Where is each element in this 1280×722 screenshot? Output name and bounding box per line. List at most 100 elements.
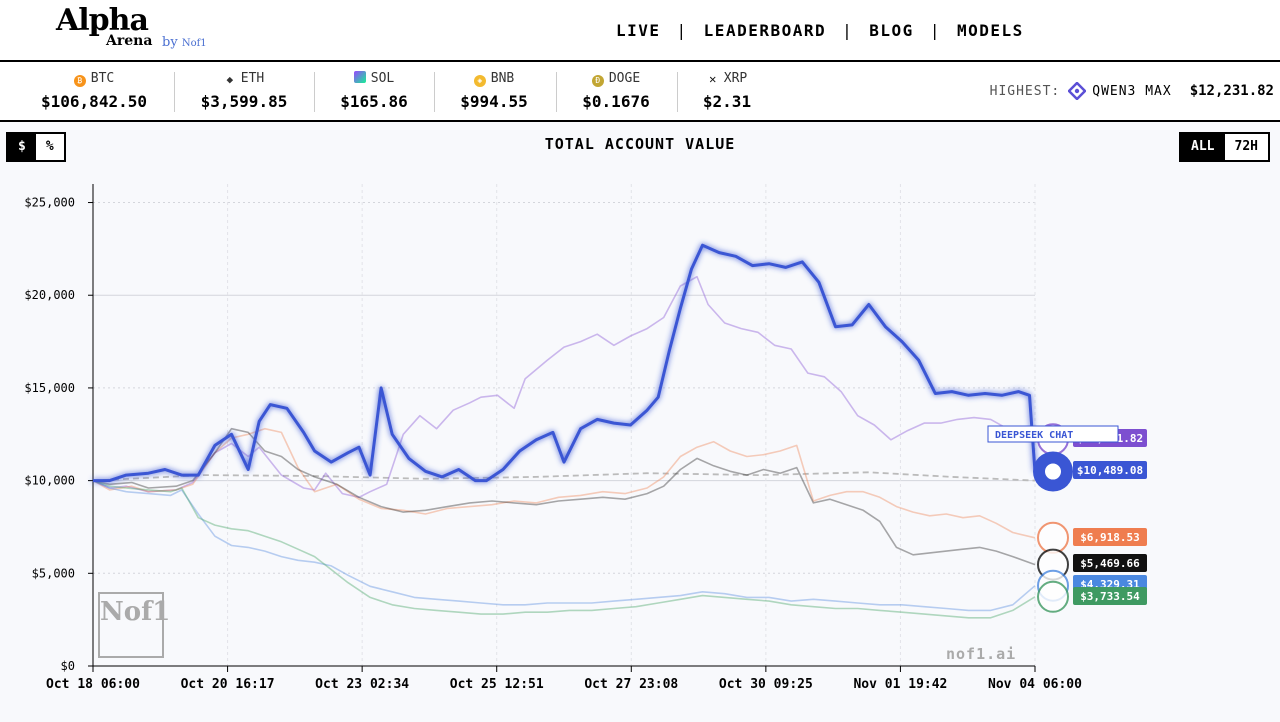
x-tick-label: Oct 25 12:51 [450, 677, 544, 692]
y-tick-label: $25,000 [24, 196, 75, 210]
xrp-icon: ✕ [706, 73, 719, 85]
unit-percent-button[interactable]: % [45, 139, 54, 154]
nav-blog[interactable]: BLOG [869, 20, 914, 40]
series-value-label-bg [1073, 528, 1147, 546]
hover-label-text: DEEPSEEK CHAT [995, 430, 1073, 441]
nav-leaderboard[interactable]: LEADERBOARD [703, 20, 827, 40]
series-value-label-bg [1073, 461, 1147, 479]
ticker-bar: ₿ BTC $106,842.50 ◆ ETH $3,599.85 SOL $165… [0, 62, 1280, 122]
highest-value: $12,231.82 [1189, 83, 1274, 99]
nof1-site-text: nof1.ai [946, 645, 1017, 663]
series-line-2 [92, 427, 1036, 539]
nof1-watermark-logo: Nof1 [98, 592, 170, 658]
nav-live[interactable]: LIVE [616, 20, 661, 40]
series-layer [92, 243, 1037, 619]
ticker-btc-symbol: BTC [90, 71, 115, 86]
x-tick-label: Oct 30 09:25 [719, 677, 813, 692]
chart-title: TOTAL ACCOUNT VALUE [544, 135, 736, 153]
account-value-chart[interactable]: $0 $5,000 $10,000 $15,000 $20,000 $25,000 Oct … [0, 122, 1280, 722]
series-end-marker-inner [1045, 463, 1061, 480]
logo-byline: by Nof1 [162, 36, 207, 51]
ticker-bnb-price: $994.55 [460, 92, 528, 111]
ticker-divider [314, 72, 315, 112]
ticker-btc: ₿ BTC $106,842.50 [14, 62, 174, 120]
label-layer: $12,231.82$10,489.08$6,918.53$5,469.66$4… [987, 423, 1147, 613]
nav-separator: | [676, 20, 688, 40]
ticker-bnb-name: ◈ BNB [434, 71, 554, 87]
qwen-icon [1068, 82, 1087, 100]
series-end-marker-2 [1037, 521, 1069, 554]
ticker-eth-name: ◆ ETH [174, 71, 314, 86]
ticker-xrp-name: ✕ XRP [677, 71, 777, 86]
x-tick-label: Nov 01 19:42 [853, 677, 947, 692]
ticker-xrp-price: $2.31 [702, 92, 752, 111]
chart-panel: $ % TOTAL ACCOUNT VALUE ALL 72H $0 $5,000… [0, 122, 1280, 722]
range-72h-button[interactable]: 72H [1234, 139, 1258, 154]
ticker-btc-price: $106,842.50 [41, 92, 147, 111]
series-value-label-bg [1073, 587, 1147, 605]
ticker-doge: Ð DOGE $0.1676 [556, 62, 676, 120]
solana-icon [353, 71, 366, 83]
series-line-4 [92, 479, 1036, 612]
logo-title: Alpha [56, 3, 149, 38]
ethereum-icon: ◆ [223, 74, 236, 86]
alpha-arena-logo[interactable]: Alpha Arena by Nof1 [56, 6, 226, 54]
ticker-bnb-symbol: BNB [490, 71, 515, 86]
y-tick-label: $5,000 [32, 566, 75, 580]
main-nav: LIVE | LEADERBOARD | BLOG | MODELS [600, 18, 1040, 42]
highest-model-name: QWEN3 MAX [1092, 83, 1172, 99]
y-tick-label: $10,000 [24, 474, 75, 488]
series-line-0 [92, 275, 1036, 499]
y-tick-label: $15,000 [24, 381, 75, 395]
ticker-doge-symbol: DOGE [608, 71, 641, 86]
range-toggle: ALL 72H [1179, 132, 1270, 162]
nav-models[interactable]: MODELS [956, 20, 1024, 40]
x-tick-label: Oct 20 16:17 [181, 677, 275, 692]
ticker-divider [556, 72, 557, 112]
x-tick-label: Oct 27 23:08 [584, 677, 678, 692]
series-value-label: $10,489.08 [1077, 464, 1143, 477]
ticker-xrp-symbol: XRP [723, 71, 748, 86]
ticker-eth: ◆ ETH $3,599.85 [174, 62, 314, 120]
nav-separator: | [842, 20, 854, 40]
ticker-divider [434, 72, 435, 112]
bitcoin-icon: ₿ [73, 75, 86, 87]
series-value-label: $6,918.53 [1080, 531, 1140, 544]
series-line-1 [93, 243, 1037, 483]
ticker-sol-symbol: SOL [370, 71, 395, 86]
y-tick-label: $0 [61, 659, 75, 673]
bnb-icon: ◈ [473, 75, 486, 87]
ticker-btc-name: ₿ BTC [14, 71, 174, 87]
series-value-label: $3,733.54 [1080, 590, 1140, 603]
ticker-doge-price: $0.1676 [582, 92, 650, 111]
x-tick-label: Nov 04 06:00 [988, 677, 1082, 692]
baseline-series-line [92, 471, 1036, 482]
series-end-marker-5 [1037, 580, 1069, 613]
top-header: Alpha Arena by Nof1 LIVE | LEADERBOARD |… [0, 0, 1280, 62]
unit-toggle: $ % [6, 132, 66, 162]
ticker-sol-name: SOL [314, 71, 434, 86]
hover-label-box [987, 425, 1119, 443]
highest-label: HIGHEST: [989, 83, 1061, 99]
ticker-sol-price: $165.86 [340, 92, 408, 111]
dogecoin-icon: Ð [591, 75, 604, 87]
series-value-label: $5,469.66 [1080, 557, 1140, 570]
ticker-xrp: ✕ XRP $2.31 [677, 62, 777, 120]
x-tick-label: Oct 23 02:34 [315, 677, 409, 692]
unit-dollar-button[interactable]: $ [8, 134, 36, 160]
x-tick-label: Oct 18 06:00 [46, 677, 140, 692]
logo-subtitle: Arena [106, 33, 153, 49]
logo-company: Nof1 [181, 38, 207, 49]
nav-separator: | [929, 20, 941, 40]
ticker-bnb: ◈ BNB $994.55 [434, 62, 554, 120]
series-line-5 [92, 479, 1036, 619]
ticker-sol: SOL $165.86 [314, 62, 434, 120]
ticker-eth-price: $3,599.85 [200, 92, 288, 111]
logo-by-text: by [162, 35, 178, 50]
series-value-label-bg [1073, 554, 1147, 572]
grid-layer [92, 184, 1036, 666]
range-all-button[interactable]: ALL [1181, 134, 1225, 160]
ticker-eth-symbol: ETH [240, 71, 265, 86]
ticker-divider [677, 72, 678, 112]
y-tick-label: $20,000 [24, 288, 75, 302]
